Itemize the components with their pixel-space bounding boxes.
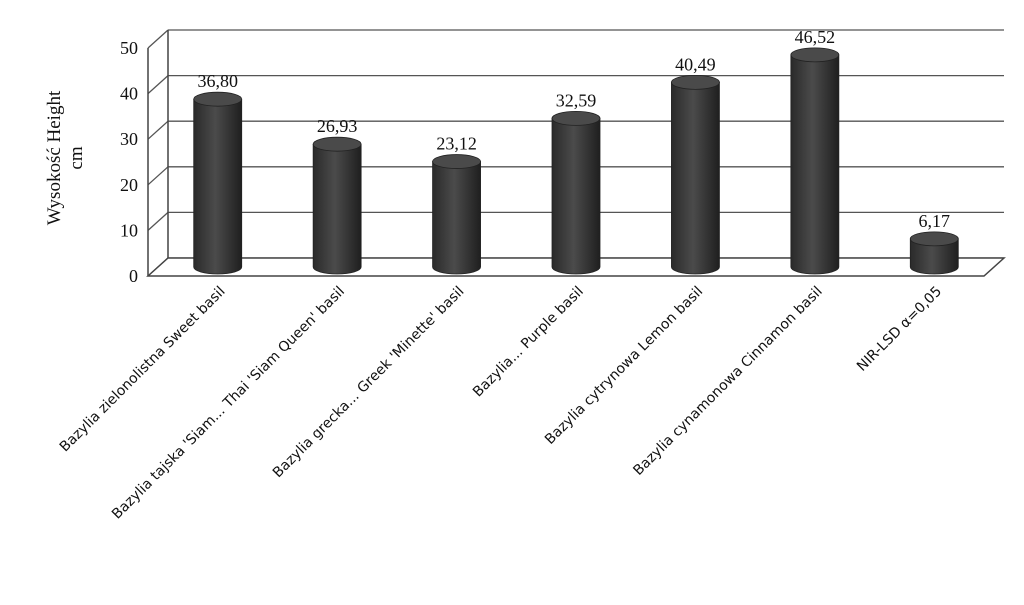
bar-top [432,154,481,169]
x-category-label: Bazylia grecka... Greek 'Minette' basil [270,284,468,482]
bar-body [909,238,959,275]
data-labels: 36,80 26,93 23,12 32,59 40,49 46,52 6,17 [197,27,950,231]
y-axis-label-line1: Wysokość Height [44,90,65,225]
data-label: 36,80 [197,71,238,91]
y-tick-label: 40 [120,84,138,104]
data-label: 32,59 [556,90,597,110]
bar [551,110,601,275]
data-label: 6,17 [919,211,951,231]
data-label: 26,93 [317,116,358,136]
x-category-label: Bazylia... Purple basil [470,284,587,401]
bar [671,74,720,275]
y-axis-ticks: 0 10 20 30 40 50 [120,38,138,286]
x-axis-categories: Bazylia zielonolistna Sweet basilBazylia… [57,284,945,523]
bar [432,154,481,275]
x-category-label: NIR-LSD α=0,05 [854,284,945,375]
bar [909,231,959,275]
bar-top [909,231,959,247]
data-label: 23,12 [436,134,477,154]
gridline-diagonal [147,166,169,186]
bar [312,136,362,275]
gridline-diagonal [147,120,169,140]
x-category-label: Bazylia cynamonowa Cinnamon basil [630,284,825,479]
bar-top [312,136,362,152]
gridline-diagonal [147,29,169,49]
bar-body [671,81,720,275]
bar-body [790,54,840,275]
y-tick-label: 30 [120,129,138,149]
gridline-diagonal [147,211,169,231]
bars [193,47,959,275]
bar-top [790,47,840,63]
bar-top [193,91,243,107]
y-axis-label-line2: cm [66,146,87,169]
bar [193,91,243,275]
bar-body [551,117,601,275]
bar-body [193,98,243,275]
y-tick-label: 50 [120,38,138,58]
y-tick-label: 0 [129,266,138,286]
bar [790,47,840,275]
y-tick-label: 10 [120,220,138,240]
bar-body [312,143,362,275]
gridline-diagonal [147,75,169,95]
y-tick-label: 20 [120,175,138,195]
x-category-label: Bazylia tajska 'Siam... Thai 'Siam Queen… [109,284,348,523]
bar-body [432,161,481,275]
data-label: 40,49 [675,54,716,74]
bar-top [551,110,601,126]
data-label: 46,52 [795,27,836,47]
bar-top [671,74,720,90]
